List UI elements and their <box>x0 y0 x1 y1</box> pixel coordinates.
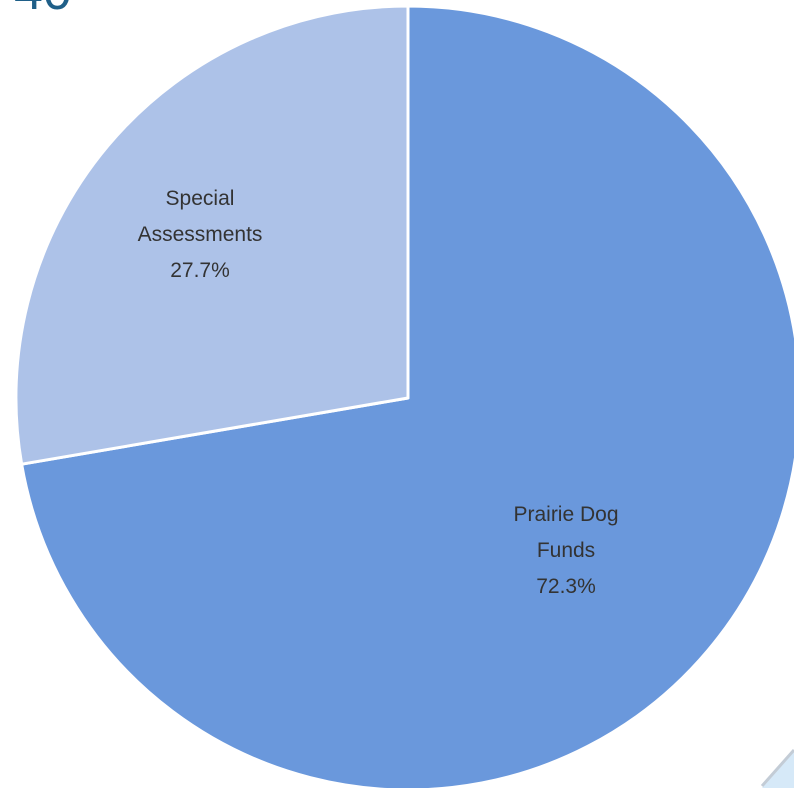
pie-label-value: 72.3% <box>536 575 596 598</box>
pie-label-value: 27.7% <box>170 259 230 282</box>
corner-accent-edge <box>760 749 794 787</box>
pie-label-name: Prairie Dog <box>513 503 618 526</box>
pie-slice-prairie-dog-funds <box>20 4 794 788</box>
page-number: 40 <box>14 0 72 18</box>
pie-label-name: Special <box>166 187 235 210</box>
pie-slice-special-assessments <box>14 4 410 466</box>
pie-slices <box>14 4 794 788</box>
pie-label-prairie-dog-funds: Prairie Dog Funds 72.3% <box>513 503 618 598</box>
pie-labels: Prairie Dog Funds 72.3% Special Assessments 2… <box>138 187 619 598</box>
pie-label-special-assessments: Special Assessments 27.7% <box>138 187 263 282</box>
pie-label-name: Funds <box>537 539 595 562</box>
pie-label-name: Assessments <box>138 223 263 246</box>
